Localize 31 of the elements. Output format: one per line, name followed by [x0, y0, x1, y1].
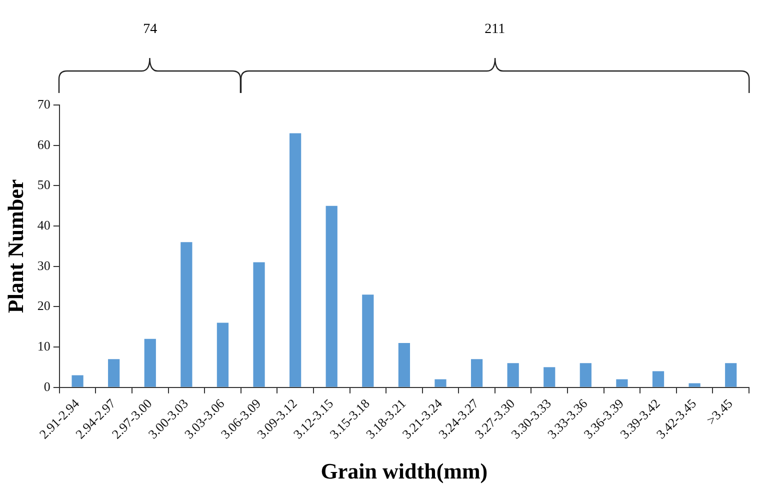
y-tick-label: 60 [37, 136, 50, 152]
bar [144, 338, 156, 387]
bar [507, 363, 519, 387]
bar [326, 206, 338, 387]
bar [108, 359, 120, 387]
bar [216, 322, 229, 387]
x-axis-title: Grain width(mm) [320, 458, 488, 484]
y-tick-label: 20 [37, 298, 50, 314]
bar [688, 383, 700, 387]
text: 211 [484, 22, 506, 38]
y-tick-label: 70 [37, 96, 50, 112]
bar [290, 133, 302, 387]
y-tick-label: 40 [37, 217, 50, 232]
y-tick-label: 30 [37, 258, 50, 273]
bar [253, 262, 265, 387]
text: 74 [143, 22, 158, 38]
bar [616, 379, 628, 387]
bar [362, 294, 374, 387]
bar [725, 363, 737, 387]
bar [544, 367, 556, 387]
bar [580, 363, 592, 387]
y-axis-title: Plant Number [2, 179, 28, 314]
y-tick-label: 50 [37, 177, 50, 192]
bar [470, 359, 483, 387]
bar [72, 375, 84, 387]
bar [434, 379, 446, 387]
bar [398, 342, 410, 387]
y-tick-label: 0 [44, 378, 50, 394]
bar [652, 371, 664, 387]
bar [180, 242, 192, 387]
y-tick-label: 10 [37, 338, 50, 354]
